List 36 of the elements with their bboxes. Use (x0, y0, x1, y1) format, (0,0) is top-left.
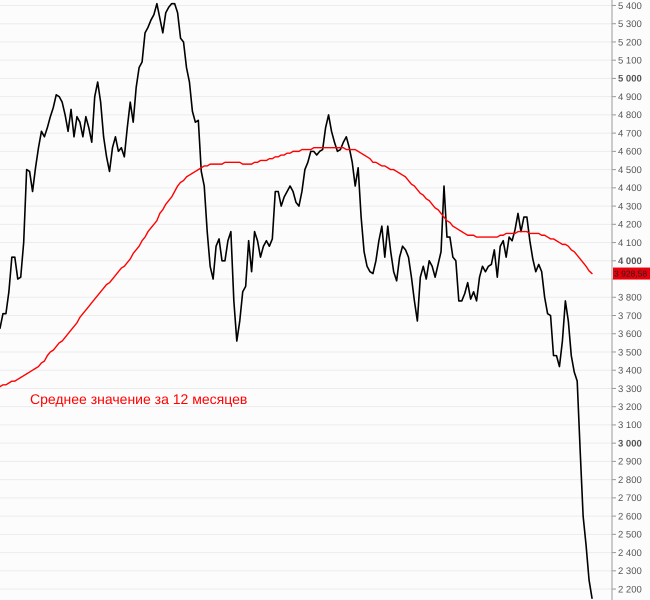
y-tick-label: 3 200 (618, 402, 642, 414)
y-tick-label: 2 800 (618, 474, 642, 486)
y-tick-label: 3 500 (618, 347, 642, 358)
y-tick-label: 5 400 (618, 0, 642, 12)
y-tick-label: 3 100 (618, 420, 642, 432)
y-tick-label: 5 100 (618, 56, 642, 67)
series-label: Среднее значение за 12 месяцев (30, 390, 248, 407)
y-tick-label: 4 300 (618, 201, 642, 212)
y-tick-label: 2 200 (618, 584, 642, 596)
y-tick-label: 5 200 (618, 37, 642, 48)
y-tick-label: 4 600 (618, 146, 642, 158)
y-tick-label: 4 000 (618, 256, 642, 268)
y-tick-label: 4 400 (618, 183, 642, 194)
y-tick-label: 4 500 (618, 164, 642, 176)
y-tick-label: 2 600 (618, 511, 642, 522)
line-series (0, 2, 593, 599)
text: 3 928,58 (614, 268, 648, 279)
y-tick-label: 2 700 (618, 493, 642, 504)
y-tick-label: 4 200 (618, 220, 642, 231)
y-tick-label: 4 100 (618, 238, 642, 249)
y-tick-label: 2 900 (618, 456, 642, 468)
y-tick-label: 2 300 (618, 566, 642, 578)
y-tick-label: 3 300 (618, 384, 642, 395)
y-tick-label: 4 800 (618, 110, 642, 122)
y-tick-label: 3 600 (618, 329, 642, 340)
y-tick-label: 3 800 (618, 292, 642, 304)
y-tick-label: 3 000 (618, 438, 642, 450)
y-tick-label: 5 000 (618, 74, 642, 85)
y-tick-label: 2 500 (618, 530, 642, 541)
y-tick-label: 4 700 (618, 128, 642, 140)
y-tick-label: 3 400 (618, 366, 642, 377)
y-tick-label: 4 900 (618, 92, 642, 103)
y-tick-label: 2 400 (618, 548, 642, 559)
line-series (0, 147, 593, 388)
y-tick-label: 5 300 (618, 19, 642, 30)
y-tick-label: 3 700 (618, 310, 642, 322)
